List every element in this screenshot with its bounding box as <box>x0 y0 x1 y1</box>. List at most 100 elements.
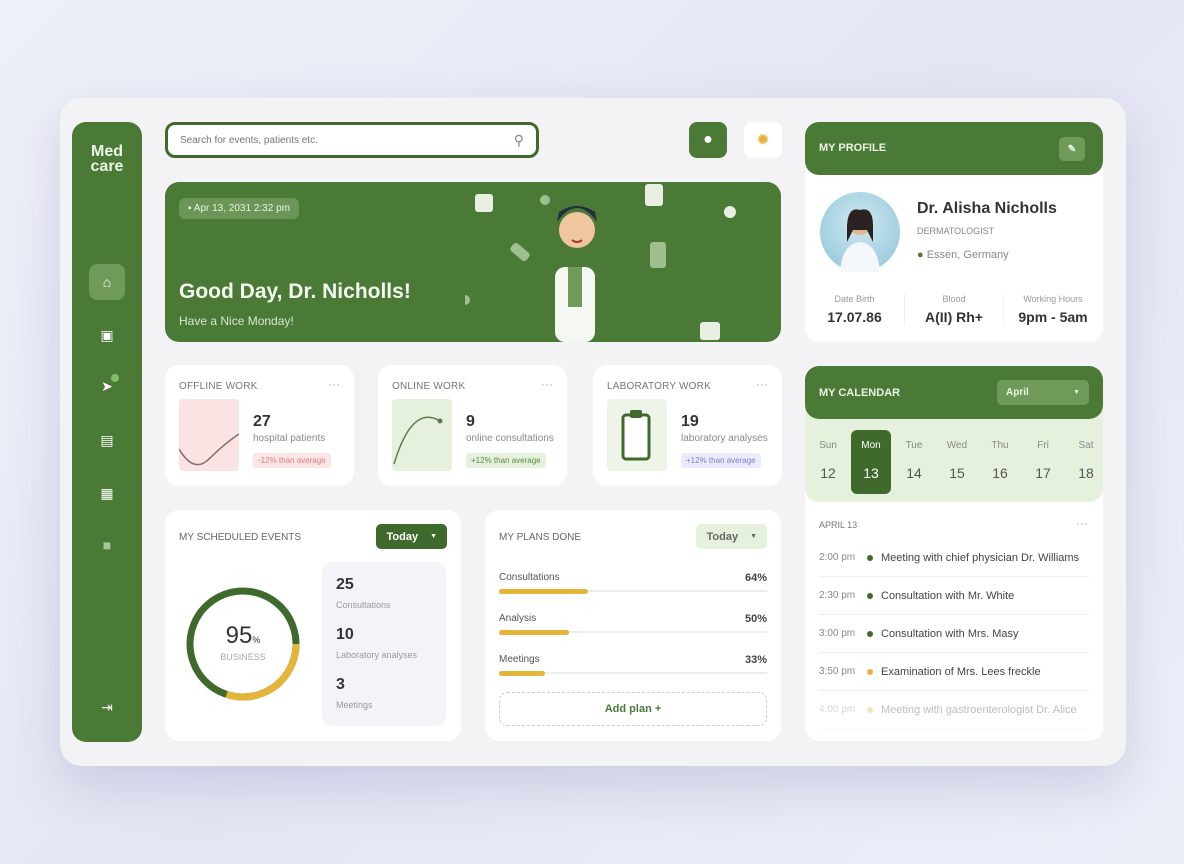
calendar-event[interactable]: 3:00 pm Consultation with Mrs. Masy <box>819 615 1089 653</box>
day-number: 14 <box>906 465 922 481</box>
progress-fill <box>499 589 589 594</box>
calendar-event[interactable]: 2:30 pm Consultation with Mr. White <box>819 577 1089 615</box>
summary-value: 3 <box>336 676 345 693</box>
date-text: Apr 13, 2031 2:32 pm <box>193 203 290 214</box>
edit-profile-button[interactable]: ✎ <box>1059 137 1085 161</box>
gauge-value: 95 <box>225 622 253 649</box>
offline-work-card: OFFLINE WORK ··· 27 hospital patients -1… <box>165 365 354 486</box>
stat-value: 9 <box>466 413 475 430</box>
event-title: Examination of Mrs. Lees freckle <box>881 665 1041 678</box>
trend-badge: +12% than average <box>681 453 761 468</box>
card-title: ONLINE WORK <box>392 381 466 392</box>
profile-field: Date Birth 17.07.86 <box>805 294 904 325</box>
calendar-day[interactable]: Fri 17 <box>1023 430 1063 494</box>
logout-button[interactable]: ⇥ <box>89 689 125 725</box>
logout-icon: ⇥ <box>101 698 113 715</box>
month-value: April <box>1006 387 1029 398</box>
nav-document[interactable]: ■ <box>89 527 125 563</box>
gauge-label: 95% BUSINESS <box>183 622 303 662</box>
profile-location: ● Essen, Germany <box>917 249 1009 261</box>
chat-icon: ▣ <box>100 326 114 343</box>
stat-label: laboratory analyses <box>681 433 768 444</box>
more-options-icon[interactable]: ··· <box>541 377 553 391</box>
grid-icon: ▦ <box>100 484 114 501</box>
add-plan-button[interactable]: Add plan + <box>499 692 767 726</box>
event-time: 2:00 pm <box>819 552 856 563</box>
calendar-event[interactable]: 3:50 pm Examination of Mrs. Lees freckle <box>819 653 1089 691</box>
field-label: Date Birth <box>834 294 875 304</box>
notifications-button[interactable]: ● <box>689 122 727 158</box>
settings-button[interactable]: ✹ <box>744 122 782 158</box>
day-number: 16 <box>992 465 1008 481</box>
event-title: Consultation with Mr. White <box>881 589 1015 602</box>
event-title: Meeting with chief physician Dr. William… <box>881 551 1080 564</box>
weekday: Thu <box>991 440 1009 451</box>
month-dropdown[interactable]: April ▼ <box>997 380 1089 405</box>
nav-chat[interactable]: ▣ <box>89 317 125 353</box>
calendar-day[interactable]: Sat 18 <box>1066 430 1106 494</box>
location-pin-icon: ● <box>917 249 927 261</box>
field-value: A(II) Rh+ <box>925 309 983 325</box>
calendar-event[interactable]: 4:00 pm Meeting with gastroenterologist D… <box>819 691 1089 729</box>
scheduled-events-card: MY SCHEDULED EVENTS Today ▼ 95% BUSINESS … <box>165 510 461 741</box>
profile-name: Dr. Alisha Nicholls <box>917 200 1057 217</box>
day-number: 13 <box>863 465 879 481</box>
event-list: 2:00 pm Meeting with chief physician Dr. … <box>805 539 1103 739</box>
event-time: 3:00 pm <box>819 628 856 639</box>
profile-role: DERMATOLOGIST <box>917 226 995 236</box>
plan-row: Consultations 64% <box>499 572 767 604</box>
card-title: MY CALENDAR <box>819 387 901 399</box>
card-title: LABORATORY WORK <box>607 381 711 392</box>
nav-send[interactable]: ➤ <box>89 368 125 404</box>
weekday: Sun <box>819 440 837 451</box>
stat-label: hospital patients <box>253 433 326 444</box>
calendar-icon: ▤ <box>100 431 114 448</box>
period-dropdown[interactable]: Today ▼ <box>376 524 447 549</box>
more-options-icon[interactable]: ··· <box>328 377 340 391</box>
send-icon: ➤ <box>101 377 113 394</box>
event-summary: 25 Consultations 10 Laboratory analyses 3 M… <box>322 562 446 726</box>
document-icon: ■ <box>102 537 112 553</box>
weekday: Fri <box>1037 440 1049 451</box>
more-options-icon[interactable]: ··· <box>1076 516 1088 530</box>
welcome-banner: ▪ Apr 13, 2031 2:32 pm Good Day, Dr. Nic… <box>165 182 781 342</box>
trend-badge: -12% than average <box>253 453 331 468</box>
event-dot-icon <box>867 630 873 637</box>
event-time: 3:50 pm <box>819 666 856 677</box>
event-time: 4:00 pm <box>819 704 856 715</box>
calendar-day[interactable]: Sun 12 <box>808 430 848 494</box>
progress-track <box>499 671 767 676</box>
field-label: Blood <box>942 294 966 304</box>
dropdown-value: Today <box>706 530 739 543</box>
event-title: Consultation with Mrs. Masy <box>881 627 1019 640</box>
pencil-icon: ✎ <box>1067 143 1077 155</box>
plans-done-card: MY PLANS DONE Today ▼ Consultations 64% Ana… <box>485 510 781 741</box>
gauge-unit: % <box>252 635 261 645</box>
summary-label: Laboratory analyses <box>336 650 418 660</box>
event-dot-icon <box>867 592 873 599</box>
calendar-day[interactable]: Thu 16 <box>980 430 1020 494</box>
progress-track <box>499 589 767 594</box>
search-icon[interactable]: ⚲ <box>513 131 524 148</box>
calendar-day[interactable]: Mon 13 <box>851 430 891 494</box>
nav-grid[interactable]: ▦ <box>89 475 125 511</box>
field-label: Working Hours <box>1023 294 1083 304</box>
greeting-subtitle: Have a Nice Monday! <box>179 314 294 328</box>
card-title: MY PROFILE <box>819 142 887 154</box>
search-input[interactable] <box>180 134 514 146</box>
nav-home[interactable]: ⌂ <box>89 264 125 300</box>
profile-field: Working Hours 9pm - 5am <box>1003 294 1102 325</box>
event-dot-icon <box>867 706 873 713</box>
calendar-day[interactable]: Wed 15 <box>937 430 977 494</box>
weekday: Sat <box>1078 440 1094 451</box>
calendar-day[interactable]: Tue 14 <box>894 430 934 494</box>
day-number: 15 <box>949 465 965 481</box>
summary-label: Meetings <box>336 700 373 710</box>
weekday: Mon <box>861 440 881 451</box>
period-dropdown[interactable]: Today ▼ <box>696 524 767 549</box>
calendar-event[interactable]: 2:00 pm Meeting with chief physician Dr. … <box>819 539 1089 577</box>
doctor-illustration <box>465 184 736 342</box>
more-options-icon[interactable]: ··· <box>756 377 768 391</box>
nav-calendar[interactable]: ▤ <box>89 422 125 458</box>
plan-row: Analysis 50% <box>499 613 767 645</box>
